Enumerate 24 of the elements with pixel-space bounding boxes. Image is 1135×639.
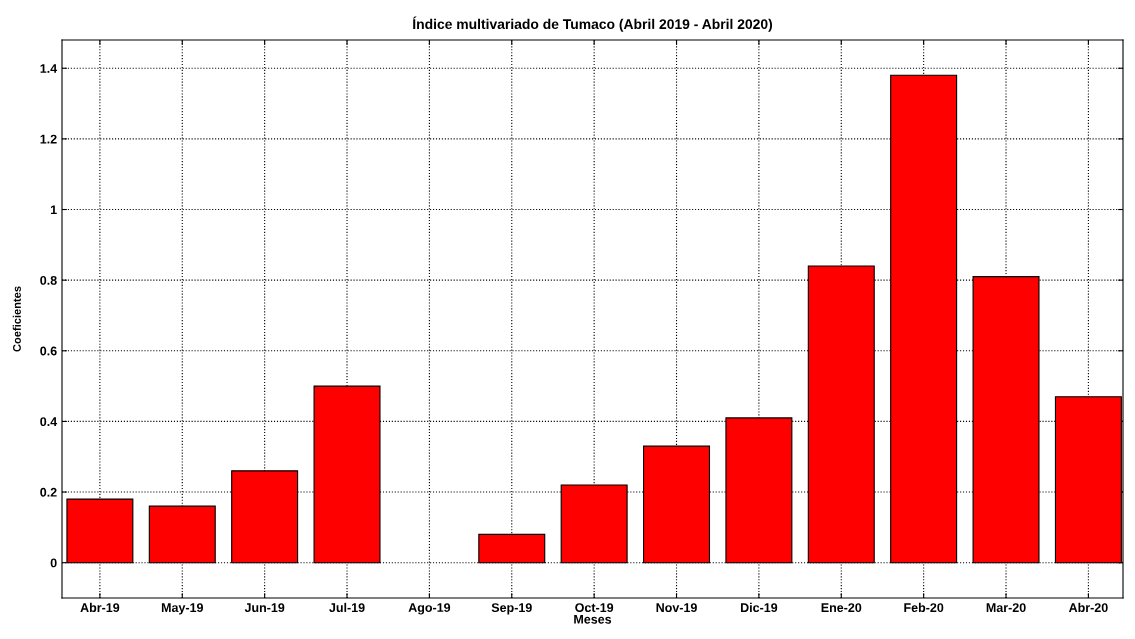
y-tick-label: 0 xyxy=(50,558,57,568)
y-axis-title: Coeficientes xyxy=(12,286,21,352)
x-tick-label: Oct-19 xyxy=(575,603,614,613)
x-tick-label: Ene-20 xyxy=(821,603,862,613)
x-tick-label: Jul-19 xyxy=(329,602,365,613)
x-axis-title: Meses xyxy=(574,614,612,624)
y-tick-label: 1.4 xyxy=(40,64,58,73)
x-tick-label: Sep-19 xyxy=(491,603,532,615)
y-tick-label: 1 xyxy=(50,205,57,215)
x-tick-label: Abr-20 xyxy=(1068,602,1108,613)
y-tick-label: 0.2 xyxy=(40,487,57,497)
chart-title: Índice multivariado de Tumaco (Abril 2019 - Abril 2020) xyxy=(413,16,773,32)
x-tick-label: Jun-19 xyxy=(244,603,285,613)
x-tick-label: Abr-19 xyxy=(80,602,120,613)
y-tick-label: 1.2 xyxy=(40,134,57,144)
x-tick-label: Mar-20 xyxy=(986,603,1026,613)
y-tick-label: 0.8 xyxy=(40,275,57,285)
x-tick-label: May-19 xyxy=(161,603,203,615)
x-tick-label: Dic-19 xyxy=(740,602,778,613)
x-tick-label: Nov-19 xyxy=(656,603,697,613)
y-tick-label: 0.4 xyxy=(40,417,58,427)
x-tick-label: Ago-19 xyxy=(408,603,451,615)
y-tick-label: 0.6 xyxy=(40,346,57,356)
x-tick-label: Feb-20 xyxy=(904,602,944,613)
